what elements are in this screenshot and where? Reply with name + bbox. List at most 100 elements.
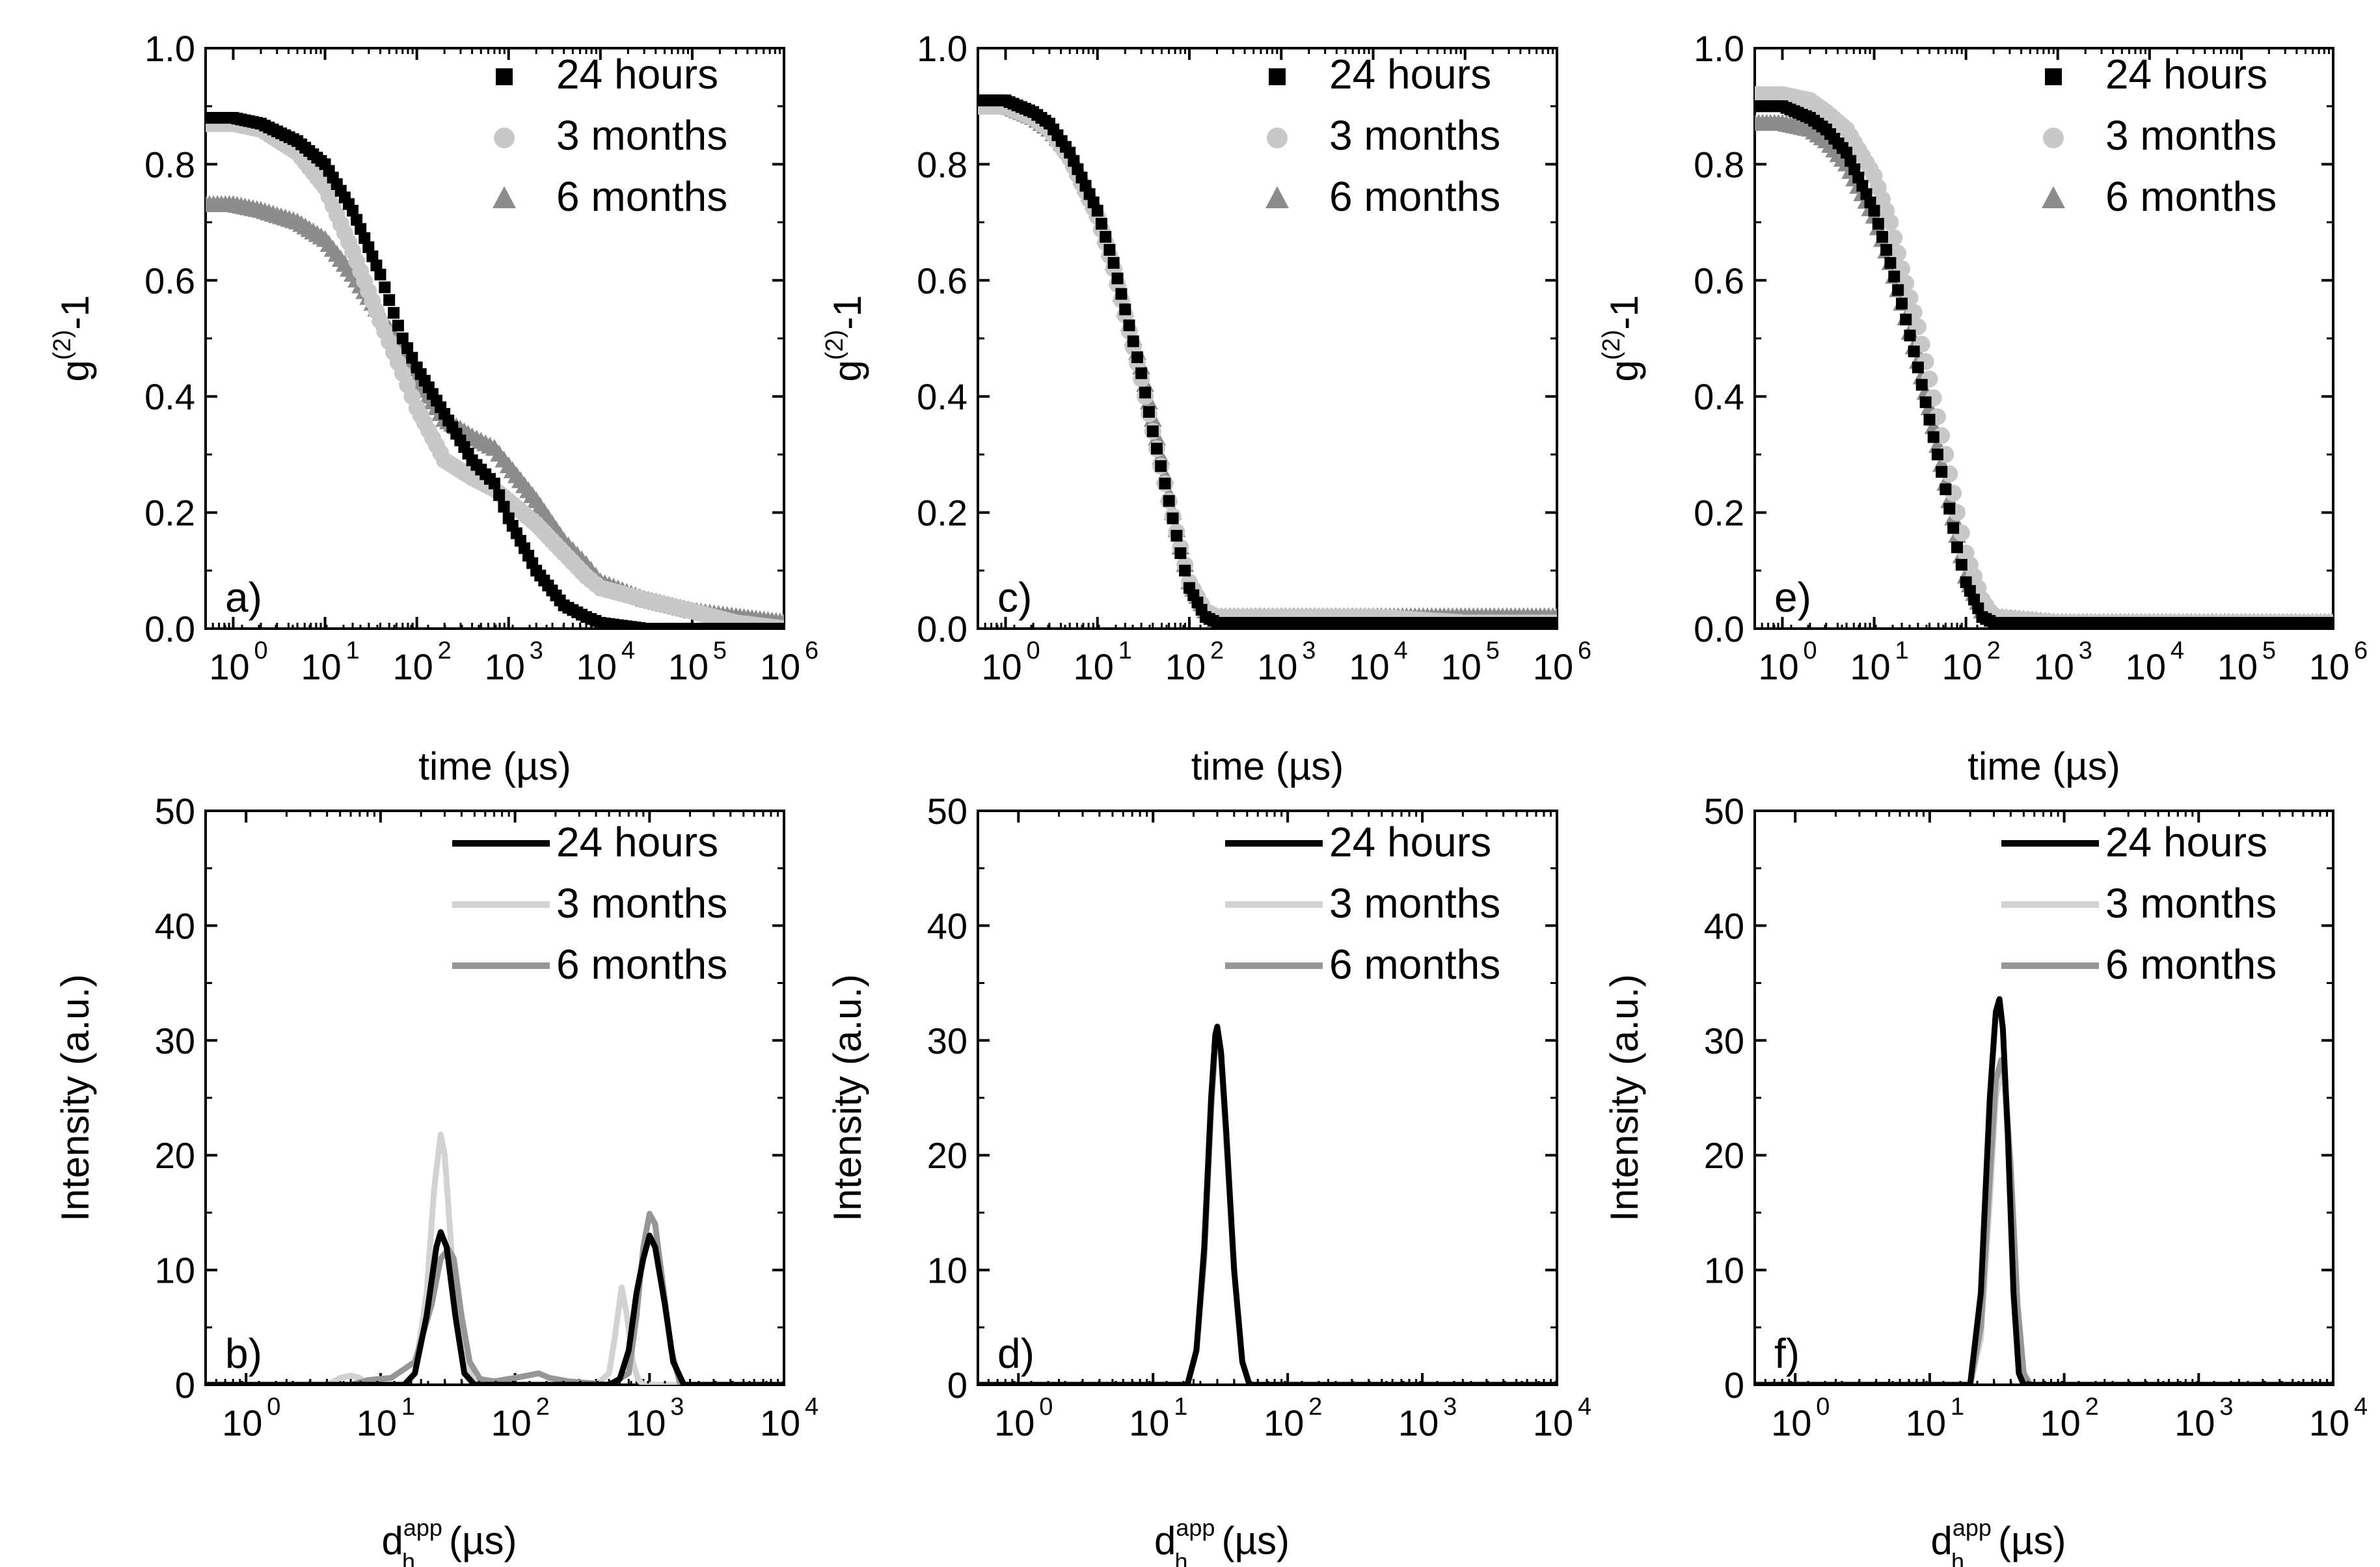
data-point bbox=[1100, 230, 1112, 243]
x-tick-exponent: 1 bbox=[1174, 1393, 1187, 1421]
x-tick-exponent: 3 bbox=[530, 637, 543, 664]
y-tick-label: 0.8 bbox=[1694, 144, 1744, 185]
y-tick-label: 0.4 bbox=[917, 376, 967, 417]
legend-label: 24 hours bbox=[2105, 51, 2267, 98]
x-tick-exponent: 1 bbox=[1895, 637, 1909, 664]
legend-marker bbox=[496, 68, 513, 85]
series-line bbox=[1755, 1057, 2333, 1385]
data-point bbox=[778, 623, 784, 629]
data-point bbox=[1119, 303, 1131, 316]
x-tick-exponent: 0 bbox=[1803, 637, 1817, 664]
x-axis-title: dapp h (µs) bbox=[1930, 1514, 2066, 1567]
y-axis-title: g(2)-1 bbox=[1598, 295, 1646, 381]
x-tick-label: 10 bbox=[1398, 1402, 1439, 1443]
y-tick-label: 50 bbox=[155, 791, 195, 832]
legend-label: 6 months bbox=[1329, 173, 1500, 220]
data-point bbox=[488, 478, 500, 489]
x-axis-title-sub: h bbox=[1174, 1548, 1187, 1567]
panel-label: f) bbox=[1774, 1330, 1800, 1377]
x-tick-exponent: 6 bbox=[2354, 637, 2368, 664]
legend-label: 24 hours bbox=[1329, 51, 1491, 98]
x-tick-label: 10 bbox=[668, 646, 709, 687]
legend-label: 3 months bbox=[2105, 112, 2277, 159]
y-tick-label: 10 bbox=[1704, 1250, 1744, 1291]
x-tick-label: 10 bbox=[1349, 646, 1389, 687]
data-point bbox=[1095, 217, 1107, 230]
y-tick-label: 10 bbox=[155, 1250, 195, 1291]
y-tick-label: 20 bbox=[155, 1135, 195, 1176]
x-tick-label: 10 bbox=[981, 646, 1021, 687]
data-point bbox=[388, 307, 400, 319]
data-point bbox=[351, 213, 363, 226]
x-tick-label: 10 bbox=[1074, 646, 1114, 687]
y-axis-title-rest: -1 bbox=[826, 295, 869, 329]
y-tick-label: 20 bbox=[1704, 1135, 1744, 1176]
x-axis-title: time (µs) bbox=[1968, 744, 2120, 788]
data-layer bbox=[206, 1131, 784, 1385]
x-tick-exponent: 4 bbox=[1394, 637, 1408, 664]
data-point bbox=[1882, 213, 1899, 231]
x-tick-exponent: 2 bbox=[438, 637, 452, 664]
x-axis-title-sup: app bbox=[403, 1514, 442, 1541]
y-tick-label: 30 bbox=[1704, 1020, 1744, 1061]
data-point bbox=[1107, 257, 1120, 269]
y-tick-label: 0.4 bbox=[1694, 376, 1744, 417]
legend-label: 6 months bbox=[1329, 941, 1500, 988]
series-line bbox=[1755, 996, 2333, 1385]
y-tick-label: 40 bbox=[155, 905, 195, 946]
y-tick-label: 30 bbox=[927, 1020, 967, 1061]
data-point bbox=[1876, 230, 1888, 243]
x-tick-exponent: 2 bbox=[1210, 637, 1224, 664]
data-point bbox=[1888, 270, 1900, 282]
y-axis-title-sup: (2) bbox=[821, 330, 848, 360]
series-line bbox=[978, 1029, 1557, 1385]
y-axis-title-sup: (2) bbox=[49, 330, 76, 360]
legend-label: 6 months bbox=[556, 941, 727, 988]
x-tick-label: 10 bbox=[491, 1402, 531, 1443]
y-axis-title: g(2)-1 bbox=[821, 295, 869, 381]
y-tick-label: 20 bbox=[927, 1135, 967, 1176]
x-tick-label: 10 bbox=[1906, 1402, 1946, 1443]
x-tick-label: 10 bbox=[1257, 646, 1297, 687]
x-axis-title: dapp h (µs) bbox=[381, 1514, 517, 1567]
y-tick-label: 0.6 bbox=[144, 260, 195, 301]
y-axis-title-rest: -1 bbox=[53, 295, 97, 329]
data-point bbox=[1131, 351, 1143, 363]
legend-marker bbox=[2045, 68, 2062, 85]
y-axis-title-rest: -1 bbox=[1602, 295, 1646, 329]
data-point bbox=[1111, 272, 1124, 284]
data-point bbox=[1936, 466, 1948, 478]
panel-a: 0.00.20.40.60.81.010 0 10 1 10 2 10 3 10 4 10 5 10 6t… bbox=[49, 28, 818, 788]
x-tick-exponent: 2 bbox=[2085, 1393, 2099, 1421]
x-tick-exponent: 4 bbox=[2170, 637, 2184, 664]
data-point bbox=[1127, 335, 1139, 347]
data-point bbox=[347, 204, 359, 217]
data-point bbox=[1551, 617, 1557, 629]
data-point bbox=[374, 268, 386, 280]
y-tick-label: 0.2 bbox=[917, 493, 967, 534]
data-point bbox=[1143, 405, 1155, 418]
y-tick-label: 0.0 bbox=[917, 608, 967, 649]
legend-marker bbox=[493, 186, 516, 208]
data-point bbox=[358, 232, 371, 244]
x-tick-exponent: 0 bbox=[1816, 1393, 1830, 1421]
x-tick-exponent: 5 bbox=[1486, 637, 1500, 664]
y-tick-label: 0.0 bbox=[144, 608, 195, 649]
data-point bbox=[1155, 460, 1167, 472]
data-point bbox=[498, 500, 510, 513]
y-tick-label: 0 bbox=[175, 1365, 195, 1406]
panel-label: e) bbox=[1774, 574, 1811, 621]
y-tick-label: 0 bbox=[947, 1365, 967, 1406]
series-line bbox=[978, 1024, 1557, 1385]
data-point bbox=[383, 294, 396, 307]
y-tick-label: 40 bbox=[927, 905, 967, 946]
data-point bbox=[1892, 284, 1904, 296]
x-tick-label: 10 bbox=[357, 1402, 397, 1443]
y-axis-title: Intensity (a.u.) bbox=[53, 974, 97, 1221]
x-tick-exponent: 4 bbox=[805, 1393, 818, 1421]
data-point bbox=[1868, 204, 1880, 217]
x-axis-title-sub: h bbox=[1951, 1548, 1964, 1567]
data-point bbox=[362, 241, 375, 253]
